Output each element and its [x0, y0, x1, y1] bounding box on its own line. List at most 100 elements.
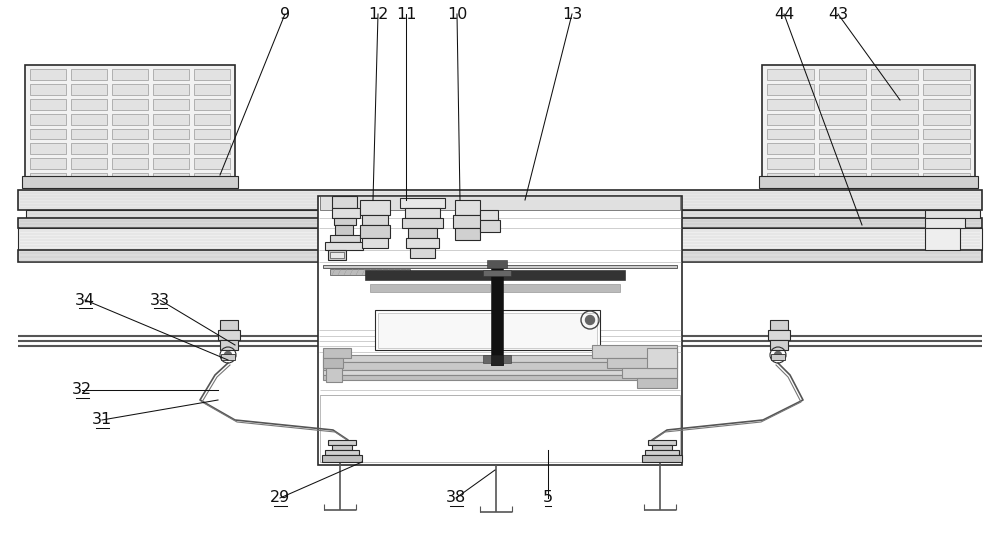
Bar — [30, 143, 66, 154]
Bar — [483, 270, 511, 276]
Bar — [323, 375, 677, 380]
Bar — [18, 250, 982, 262]
Bar — [220, 340, 238, 350]
Text: 29: 29 — [270, 491, 290, 506]
Bar — [652, 445, 672, 450]
Bar — [153, 84, 189, 95]
Bar — [325, 242, 363, 250]
Bar — [325, 450, 359, 455]
Bar — [330, 252, 344, 258]
Bar — [375, 310, 600, 350]
Bar — [362, 238, 388, 248]
Bar — [30, 69, 66, 80]
Bar — [819, 143, 866, 154]
Bar — [925, 218, 965, 228]
Bar — [925, 210, 980, 218]
Bar — [194, 143, 230, 154]
Bar — [330, 235, 360, 242]
Bar — [455, 228, 480, 240]
Bar — [410, 248, 435, 258]
Bar — [323, 370, 677, 375]
Bar — [819, 114, 866, 125]
Bar — [370, 284, 490, 292]
Bar — [491, 355, 503, 365]
Bar — [30, 84, 66, 95]
Bar — [767, 69, 814, 80]
Bar — [871, 114, 918, 125]
Circle shape — [225, 351, 232, 359]
Bar — [218, 330, 240, 340]
Bar — [819, 69, 866, 80]
Text: 13: 13 — [562, 7, 582, 22]
Bar — [819, 173, 866, 184]
Text: 34: 34 — [75, 292, 95, 307]
Bar — [923, 129, 970, 139]
Bar — [71, 129, 107, 139]
Bar — [362, 215, 388, 225]
Bar — [487, 260, 507, 268]
Bar — [71, 69, 107, 80]
Bar — [923, 69, 970, 80]
Bar — [112, 158, 148, 169]
Bar — [819, 84, 866, 95]
Bar — [408, 228, 437, 238]
Bar — [406, 238, 439, 248]
Bar — [819, 129, 866, 139]
Bar — [153, 143, 189, 154]
Bar — [607, 358, 677, 368]
Bar — [112, 69, 148, 80]
Bar — [335, 225, 353, 235]
Bar — [819, 99, 866, 110]
Bar — [26, 210, 974, 218]
Bar — [365, 270, 625, 280]
Bar — [194, 129, 230, 139]
Bar — [871, 99, 918, 110]
Bar — [71, 158, 107, 169]
Bar — [768, 330, 790, 340]
Bar — [153, 129, 189, 139]
Bar — [767, 129, 814, 139]
Bar — [925, 228, 960, 250]
Bar — [645, 450, 679, 455]
Bar — [18, 218, 982, 228]
Bar — [332, 208, 360, 218]
Bar — [642, 455, 682, 462]
Bar — [194, 173, 230, 184]
Bar — [334, 218, 356, 225]
Bar — [759, 176, 978, 188]
Bar — [328, 250, 346, 260]
Bar — [71, 99, 107, 110]
Bar — [770, 320, 788, 330]
Text: 32: 32 — [72, 383, 92, 398]
Bar — [323, 348, 351, 358]
Bar — [112, 129, 148, 139]
Bar — [323, 362, 677, 370]
Text: 38: 38 — [446, 491, 466, 506]
Bar — [194, 99, 230, 110]
Bar — [221, 354, 235, 360]
Circle shape — [774, 351, 781, 359]
Bar — [923, 84, 970, 95]
Bar — [923, 143, 970, 154]
Bar — [153, 99, 189, 110]
Bar — [71, 114, 107, 125]
Text: 9: 9 — [280, 7, 290, 22]
Text: 44: 44 — [774, 7, 794, 22]
Circle shape — [586, 315, 594, 325]
Text: 43: 43 — [828, 7, 848, 22]
Bar — [322, 455, 362, 462]
Bar — [592, 345, 677, 358]
Bar — [323, 358, 343, 368]
Bar — [112, 99, 148, 110]
Bar — [871, 129, 918, 139]
Text: 5: 5 — [543, 491, 553, 506]
Text: 11: 11 — [396, 7, 416, 22]
Bar — [153, 173, 189, 184]
Bar — [647, 348, 677, 368]
Bar — [71, 143, 107, 154]
Text: 12: 12 — [368, 7, 388, 22]
Bar — [480, 210, 498, 220]
Bar — [112, 114, 148, 125]
Bar — [326, 368, 342, 382]
Bar — [194, 114, 230, 125]
